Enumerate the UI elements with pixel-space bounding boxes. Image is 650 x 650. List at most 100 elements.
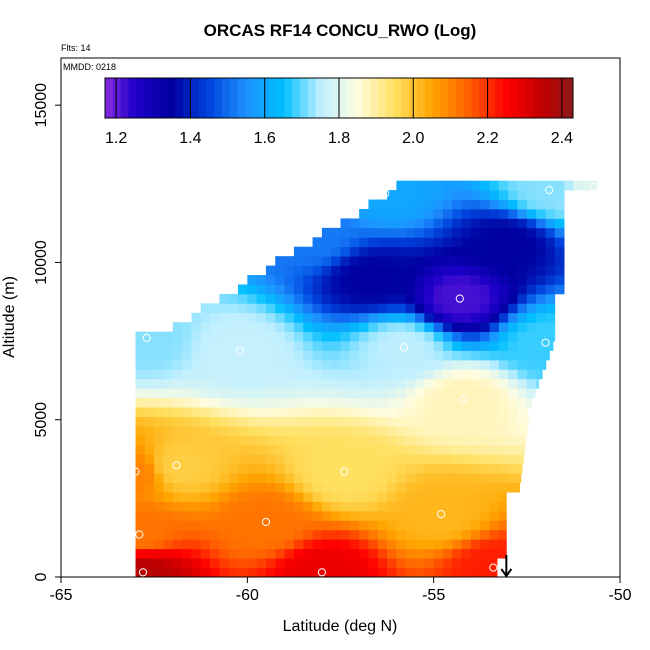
heatmap-cell <box>368 256 379 266</box>
heatmap-cell <box>526 322 537 333</box>
heatmap-cell <box>387 275 397 285</box>
colorbar-segment <box>253 78 262 118</box>
heatmap-cell <box>452 265 463 276</box>
heatmap-cell <box>498 520 507 531</box>
heatmap-cell <box>433 426 444 436</box>
heatmap-cell <box>163 331 174 342</box>
heatmap-cell <box>452 444 463 455</box>
heatmap-cell <box>387 369 397 380</box>
heatmap-cell <box>191 529 202 540</box>
heatmap-cell <box>442 227 453 238</box>
heatmap-cell <box>359 454 369 465</box>
heatmap-cell <box>480 341 490 351</box>
heatmap-cell <box>200 520 211 531</box>
heatmap-cell <box>387 265 397 276</box>
heatmap-cell <box>256 284 267 295</box>
heatmap-cell <box>247 359 258 370</box>
heatmap-cell <box>433 359 444 370</box>
heatmap-cell <box>228 539 239 550</box>
heatmap-cell <box>210 426 220 436</box>
heatmap-cell <box>405 435 416 446</box>
heatmap-cell <box>415 369 425 380</box>
heatmap-cell <box>182 510 192 521</box>
heatmap-cell <box>480 407 490 417</box>
heatmap-cell <box>461 256 472 266</box>
heatmap-cell <box>470 199 481 210</box>
heatmap-cell <box>331 293 341 304</box>
heatmap-cell <box>219 435 230 446</box>
heatmap-cell <box>321 265 332 276</box>
heatmap-cell <box>461 350 472 361</box>
heatmap-cell <box>321 303 332 314</box>
heatmap-cell <box>582 180 593 191</box>
heatmap-cell <box>210 435 220 446</box>
heatmap-cell <box>247 407 258 417</box>
heatmap-cell <box>508 416 518 427</box>
heatmap-cell <box>275 520 285 531</box>
heatmap-cell <box>396 312 407 323</box>
heatmap-cell <box>545 341 554 351</box>
heatmap-cell <box>331 397 341 408</box>
heatmap-cell <box>200 529 211 540</box>
heatmap-cell <box>498 492 507 502</box>
heatmap-cell <box>293 322 304 333</box>
heatmap-cell <box>154 407 164 417</box>
heatmap-cell <box>461 463 472 474</box>
heatmap-cell <box>368 473 379 484</box>
date-note: MMDD: 0218 <box>63 62 116 72</box>
heatmap-cell <box>498 548 507 559</box>
heatmap-cell <box>489 369 500 380</box>
heatmap-cell <box>238 492 248 502</box>
heatmap-cell <box>219 322 230 333</box>
heatmap-cell <box>480 208 490 219</box>
heatmap-cell <box>526 256 537 266</box>
heatmap-cell <box>349 227 360 238</box>
heatmap-cell <box>387 454 397 465</box>
heatmap-cell <box>498 303 509 314</box>
heatmap-cell <box>247 435 258 446</box>
x-tick-label: -65 <box>49 587 72 604</box>
heatmap-cell <box>442 199 453 210</box>
heatmap-cell <box>349 407 360 417</box>
heatmap-cell <box>387 199 397 210</box>
heatmap-cell <box>415 180 425 191</box>
heatmap-cell <box>265 492 276 502</box>
heatmap-cell <box>387 548 397 559</box>
heatmap-cell <box>480 369 490 380</box>
heatmap-cell <box>172 473 183 484</box>
heatmap-cell <box>470 190 481 200</box>
heatmap-cell <box>396 463 407 474</box>
heatmap-cell <box>219 520 230 531</box>
heatmap-cell <box>554 265 565 276</box>
heatmap-cell <box>293 435 304 446</box>
heatmap-cell <box>191 473 202 484</box>
heatmap-cell <box>368 303 379 314</box>
heatmap-cell <box>498 529 507 540</box>
heatmap-cell <box>545 322 556 333</box>
heatmap-cell <box>536 246 546 257</box>
colorbar-segment <box>175 78 184 118</box>
heatmap-cell <box>172 350 183 361</box>
heatmap-cell <box>349 369 360 380</box>
heatmap-cell <box>442 350 453 361</box>
heatmap-cell <box>284 407 295 417</box>
heatmap-cell <box>461 444 472 455</box>
heatmap-cell <box>526 208 537 219</box>
heatmap-cell <box>228 454 239 465</box>
heatmap-cell <box>219 359 230 370</box>
heatmap-cell <box>349 510 360 521</box>
heatmap-cell <box>349 312 360 323</box>
heatmap-cell <box>163 454 174 465</box>
heatmap-cell <box>442 331 453 342</box>
heatmap-cell <box>480 492 490 502</box>
heatmap-cell <box>536 350 546 361</box>
heatmap-cell <box>135 539 146 550</box>
heatmap-cell <box>275 539 285 550</box>
heatmap-cell <box>480 378 490 389</box>
heatmap-cell <box>340 293 351 304</box>
track-marker <box>399 343 408 352</box>
heatmap-cell <box>405 190 416 200</box>
heatmap-cell <box>415 199 425 210</box>
heatmap-cell <box>144 482 155 493</box>
colorbar-segment <box>456 78 465 118</box>
